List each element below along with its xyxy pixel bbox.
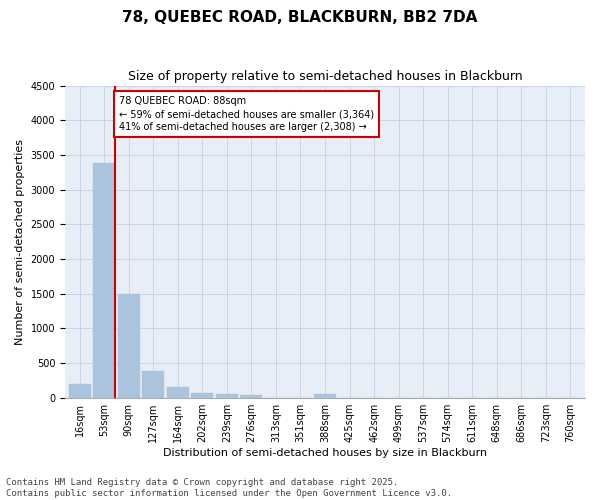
- Text: Contains HM Land Registry data © Crown copyright and database right 2025.
Contai: Contains HM Land Registry data © Crown c…: [6, 478, 452, 498]
- Bar: [93, 163, 115, 398]
- Bar: [118, 294, 140, 398]
- Bar: [191, 392, 214, 398]
- Y-axis label: Number of semi-detached properties: Number of semi-detached properties: [15, 138, 25, 344]
- Bar: [216, 394, 238, 398]
- Bar: [241, 395, 262, 398]
- Text: 78 QUEBEC ROAD: 88sqm
← 59% of semi-detached houses are smaller (3,364)
41% of s: 78 QUEBEC ROAD: 88sqm ← 59% of semi-deta…: [119, 96, 374, 132]
- Title: Size of property relative to semi-detached houses in Blackburn: Size of property relative to semi-detach…: [128, 70, 523, 83]
- Bar: [167, 387, 189, 398]
- X-axis label: Distribution of semi-detached houses by size in Blackburn: Distribution of semi-detached houses by …: [163, 448, 487, 458]
- Bar: [142, 372, 164, 398]
- Bar: [314, 394, 336, 398]
- Bar: [69, 384, 91, 398]
- Text: 78, QUEBEC ROAD, BLACKBURN, BB2 7DA: 78, QUEBEC ROAD, BLACKBURN, BB2 7DA: [122, 10, 478, 25]
